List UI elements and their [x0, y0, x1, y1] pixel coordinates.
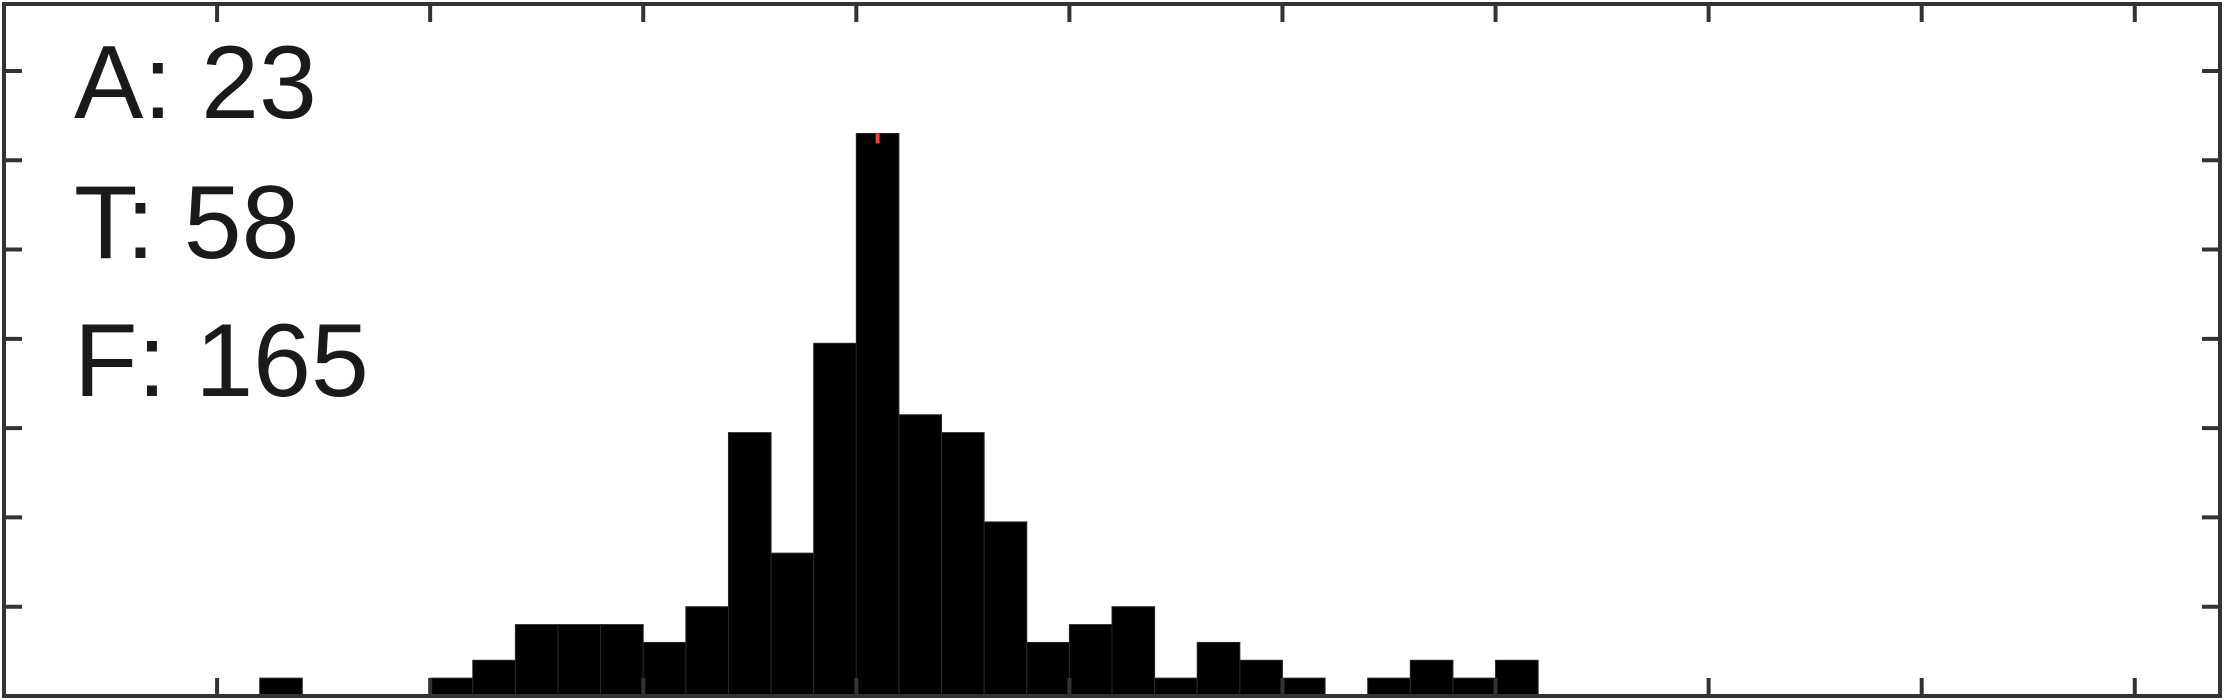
histogram-bar	[557, 624, 602, 697]
histogram-bar	[1068, 624, 1113, 697]
histogram-bar	[1452, 677, 1497, 697]
histogram-bar	[259, 677, 303, 697]
histogram-bar	[429, 677, 474, 697]
histogram-bar	[983, 521, 1028, 697]
histogram-bar	[514, 624, 559, 697]
annotation-f: F: 165	[74, 303, 369, 419]
histogram-bar	[642, 641, 687, 697]
histogram-bar	[898, 414, 943, 697]
histogram-bar	[685, 606, 729, 697]
annotation-t: T: 58	[74, 165, 299, 281]
histogram-bars	[259, 132, 1539, 697]
annotation-a: A: 23	[74, 25, 317, 141]
histogram-bar	[855, 132, 900, 697]
histogram-bar	[1111, 606, 1156, 697]
histogram-bar	[1239, 659, 1283, 697]
histogram-bar	[600, 624, 644, 697]
axis-ticks	[2, 4, 2220, 696]
histogram-bar	[1026, 641, 1070, 697]
histogram-bar	[770, 552, 815, 697]
histogram-bar	[941, 432, 985, 697]
histogram-bar	[1495, 659, 1539, 697]
histogram-bar	[1367, 677, 1411, 697]
histogram-bar	[1281, 677, 1326, 697]
histogram-bar	[472, 659, 516, 697]
histogram-bar	[1196, 641, 1241, 697]
histogram-bar	[1154, 677, 1198, 697]
histogram-bar	[727, 432, 772, 697]
histogram-bar	[1409, 659, 1454, 697]
histogram-bar	[813, 342, 857, 697]
